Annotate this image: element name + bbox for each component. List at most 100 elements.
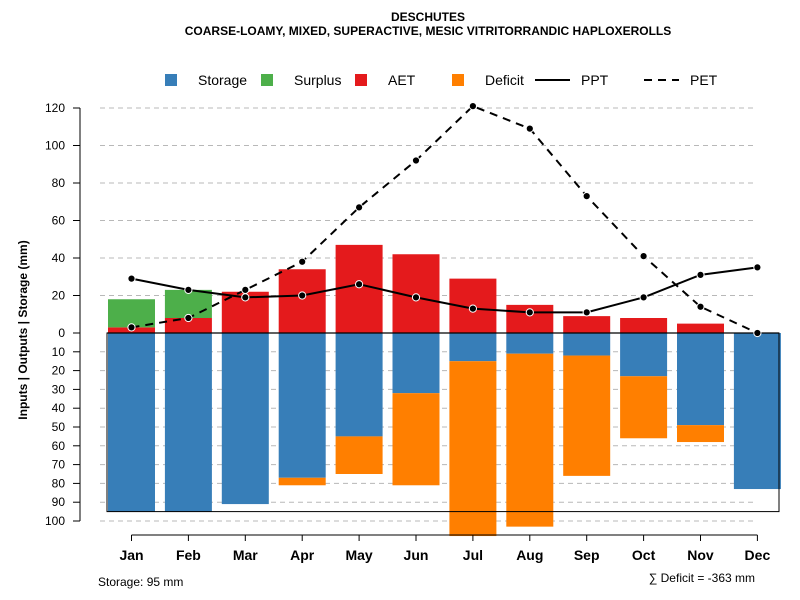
bar-deficit-oct xyxy=(620,376,668,439)
y-tick-label: 40 xyxy=(52,251,66,265)
bar-storage-feb xyxy=(164,333,212,512)
bar-deficit-sep xyxy=(563,355,611,476)
bar-surplus-jan xyxy=(108,299,155,328)
bar-aet-feb xyxy=(164,318,212,333)
y-tick-label: 10 xyxy=(52,345,66,359)
bars xyxy=(106,244,781,537)
legend-aet-label: AET xyxy=(388,72,416,88)
ppt-point-mar xyxy=(241,293,250,302)
y-tick-label: 70 xyxy=(52,458,66,472)
bar-aet-nov xyxy=(677,323,724,333)
pet-point-jul xyxy=(468,102,477,111)
y-tick-label: 60 xyxy=(52,439,66,453)
ppt-line xyxy=(131,266,758,314)
y-tick-label: 80 xyxy=(52,476,66,490)
pet-point-apr xyxy=(298,257,307,266)
x-tick-label-jun: Jun xyxy=(404,547,429,563)
y-tick-label: 120 xyxy=(45,101,65,115)
ppt-point-jun xyxy=(411,293,421,302)
bar-deficit-jun xyxy=(392,393,440,486)
bar-aet-oct xyxy=(620,318,668,333)
x-tick-label-may: May xyxy=(345,547,372,563)
pet-point-feb xyxy=(184,313,193,323)
legend-ppt-label: PPT xyxy=(581,72,609,88)
ppt-point-may xyxy=(355,280,364,289)
x-tick-label-jan: Jan xyxy=(119,547,143,563)
series-lines xyxy=(127,102,762,338)
x-tick-label-dec: Dec xyxy=(745,547,771,563)
bar-storage-nov xyxy=(677,333,724,426)
bar-storage-jun xyxy=(392,333,440,394)
y-tick-label: 100 xyxy=(45,139,65,153)
bar-storage-aug xyxy=(506,333,554,354)
x-tick-label-feb: Feb xyxy=(176,547,201,563)
bar-aet-apr xyxy=(278,269,326,333)
pet-point-jun xyxy=(411,156,421,165)
legend-surplus-swatch xyxy=(261,74,273,86)
bar-deficit-apr xyxy=(278,477,326,486)
pet-point-dec xyxy=(753,328,762,338)
x-tick-label-jul: Jul xyxy=(463,547,483,563)
x-tick-label-oct: Oct xyxy=(632,547,656,563)
legend-surplus-label: Surplus xyxy=(294,72,341,88)
pet-point-jan xyxy=(127,323,136,332)
bar-storage-sep xyxy=(563,333,611,356)
bar-storage-jul xyxy=(449,333,497,362)
ppt-point-aug xyxy=(525,308,534,317)
legend: Storage Surplus AET Deficit PPT PET xyxy=(165,72,718,88)
pet-point-aug xyxy=(525,124,534,133)
y-tick-label: 90 xyxy=(52,495,66,509)
bar-aet-may xyxy=(335,244,383,333)
ppt-point-apr xyxy=(298,291,307,300)
bar-aet-sep xyxy=(563,316,611,333)
y-tick-label: 20 xyxy=(52,289,66,303)
legend-deficit-label: Deficit xyxy=(485,72,524,88)
x-tick-label-mar: Mar xyxy=(233,547,258,563)
pet-point-mar xyxy=(241,285,250,294)
chart-title: DESCHUTES xyxy=(391,10,465,24)
y-tick-label: 100 xyxy=(45,514,65,528)
x-tick-label-apr: Apr xyxy=(290,547,315,563)
pet-point-may xyxy=(355,203,364,212)
footer-deficit: ∑ Deficit = -363 mm xyxy=(649,571,755,585)
x-tick-label-sep: Sep xyxy=(574,547,600,563)
ppt-point-sep xyxy=(582,308,591,317)
bar-deficit-aug xyxy=(506,353,554,527)
footer-storage: Storage: 95 mm xyxy=(98,575,183,589)
bar-storage-dec xyxy=(733,333,781,490)
y-tick-label: 0 xyxy=(58,326,65,340)
y-tick-label: 60 xyxy=(52,214,66,228)
pet-point-oct xyxy=(639,252,648,261)
bar-storage-jan xyxy=(108,333,155,512)
bar-deficit-nov xyxy=(677,425,724,443)
legend-pet-label: PET xyxy=(690,72,718,88)
bar-deficit-jul xyxy=(449,361,497,537)
legend-deficit-swatch xyxy=(452,74,464,86)
legend-storage-swatch xyxy=(165,74,177,86)
y-axis-label: Inputs | Outputs | Storage (mm) xyxy=(16,240,30,419)
ppt-point-feb xyxy=(184,285,193,294)
bar-surplus-feb xyxy=(164,289,212,318)
ppt-point-jan xyxy=(127,274,136,283)
axes: 0 20 40 60 80 100 120 10 20 30 40 50 60 70 80 90 100 Jan F… xyxy=(45,101,770,563)
pet-point-sep xyxy=(582,192,591,201)
ppt-point-dec xyxy=(753,263,762,272)
y-tick-label: 50 xyxy=(52,420,66,434)
bar-storage-may xyxy=(335,333,383,437)
chart-subtitle: COARSE-LOAMY, MIXED, SUPERACTIVE, MESIC … xyxy=(185,24,671,38)
legend-storage-label: Storage xyxy=(198,72,247,88)
ppt-point-oct xyxy=(639,293,648,302)
pet-point-nov xyxy=(696,302,705,311)
pet-line xyxy=(131,104,758,334)
bar-deficit-may xyxy=(335,436,383,474)
legend-aet-swatch xyxy=(355,74,367,86)
y-tick-label: 40 xyxy=(52,401,66,415)
x-tick-label-nov: Nov xyxy=(687,547,714,563)
y-tick-label: 30 xyxy=(52,382,66,396)
bar-storage-mar xyxy=(221,333,269,505)
x-tick-label-aug: Aug xyxy=(516,547,543,563)
ppt-point-jul xyxy=(468,304,477,313)
ppt-point-nov xyxy=(696,270,705,279)
y-tick-label: 20 xyxy=(52,364,66,378)
